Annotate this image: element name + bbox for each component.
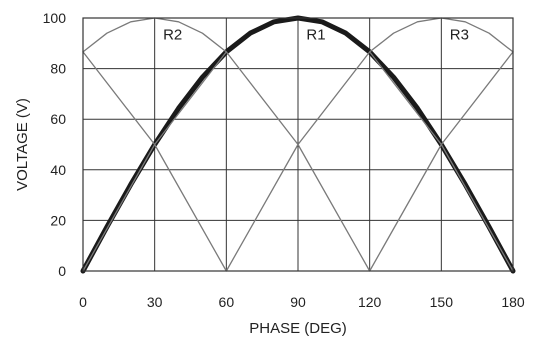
series-label-r1: R1 [306,27,325,44]
y-tick-label: 20 [50,212,66,228]
y-tick-label: 0 [58,263,66,279]
y-tick-labels: 0 20 40 60 80 100 [43,10,67,279]
y-tick-label: 60 [50,111,66,127]
x-tick-label: 150 [430,294,454,310]
y-tick-label: 40 [50,162,66,178]
series-label-r2: R2 [163,27,182,44]
y-axis-title: VOLTAGE (V) [14,98,31,191]
x-tick-label: 90 [290,294,306,310]
x-tick-label: 60 [219,294,235,310]
x-tick-label: 0 [79,294,87,310]
x-tick-labels: 0 30 60 90 120 150 180 [79,294,525,310]
series-line-v-4 [82,51,514,272]
plot-frame [82,17,514,272]
y-tick-label: 80 [50,61,66,77]
x-axis-title: PHASE (DEG) [249,320,347,337]
y-tick-label: 100 [43,10,67,26]
series-labels: R2 R1 R3 [163,27,469,44]
x-tick-label: 120 [358,294,382,310]
series-label-r3: R3 [450,27,469,44]
x-tick-label: 180 [501,294,525,310]
x-tick-label: 30 [147,294,163,310]
